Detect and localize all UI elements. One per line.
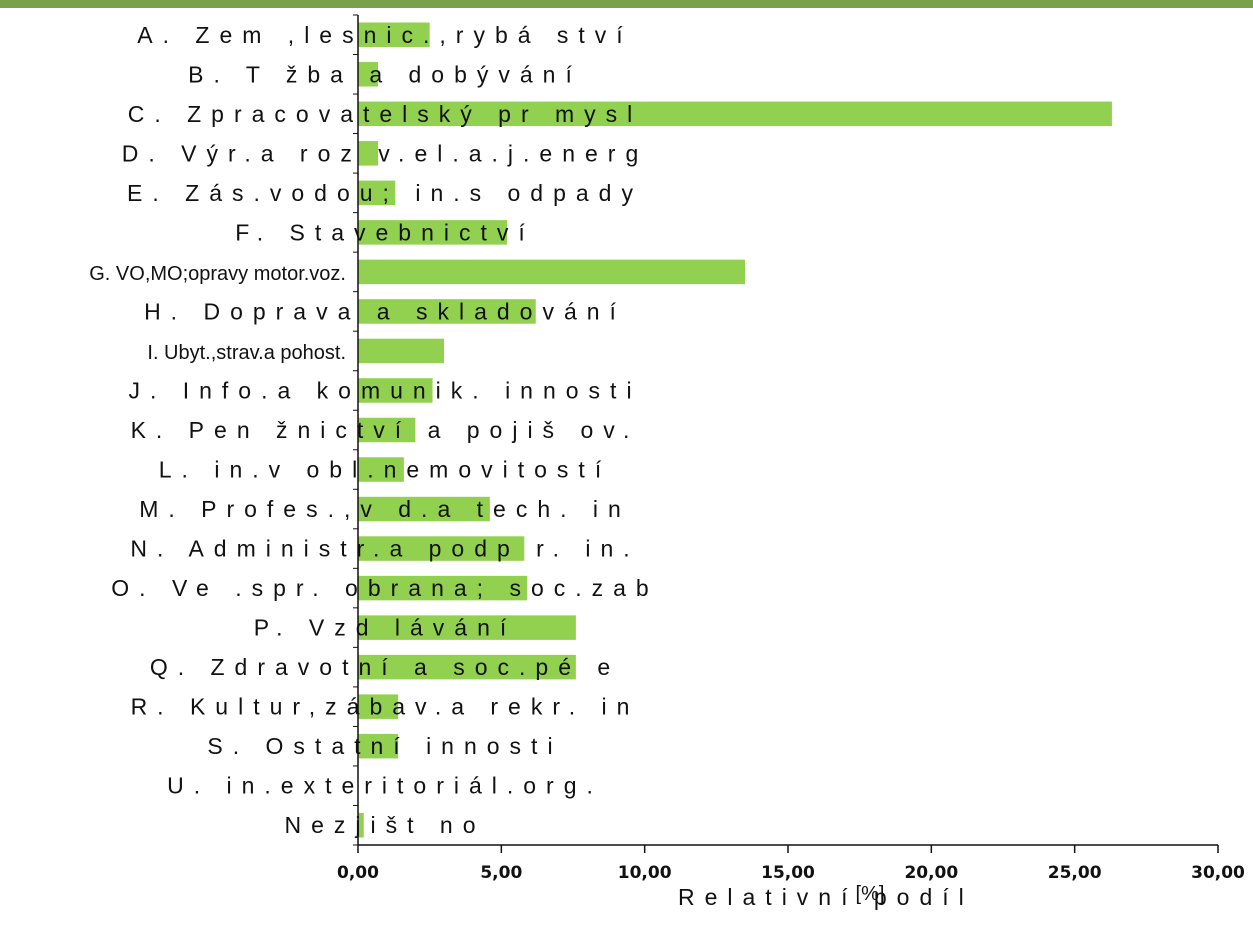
bar-13 bbox=[358, 536, 525, 561]
bar-12 bbox=[358, 496, 490, 522]
bar-15 bbox=[358, 615, 576, 640]
bar-2 bbox=[358, 101, 1112, 127]
category-label-14: O. Ve .spr. obrana; soc.zab bbox=[111, 575, 658, 601]
category-label-3: D. Výr.a roz v.el.a.j.energ bbox=[122, 140, 649, 166]
bar-9 bbox=[358, 378, 433, 403]
category-label-7: H. Doprava a skladování bbox=[144, 298, 626, 324]
category-label-0: A. Zem ,lesnic.,rybá ství bbox=[137, 22, 632, 48]
category-label-4: E. Zás.vodou; in.s odpady bbox=[127, 180, 643, 206]
bar-8 bbox=[358, 338, 444, 364]
bar-11 bbox=[358, 457, 404, 482]
x-axis-unit: [%] bbox=[856, 883, 885, 905]
category-label-1: B. T žba a dobývání bbox=[188, 61, 582, 87]
category-label-20: Nezjišt no bbox=[285, 812, 486, 838]
x-tick-label-0: 0,00 bbox=[337, 863, 379, 883]
x-tick-label-2: 10,00 bbox=[618, 863, 672, 883]
bar-4 bbox=[358, 180, 396, 206]
category-label-18: S. Ostatní innosti bbox=[207, 733, 562, 759]
x-tick-label-4: 20,00 bbox=[904, 863, 958, 883]
bar-17 bbox=[358, 694, 399, 719]
category-label-6: G. VO,MO;opravy motor.voz. bbox=[89, 263, 346, 285]
x-tick-label-1: 5,00 bbox=[480, 863, 522, 883]
x-tick-label-3: 15,00 bbox=[761, 863, 815, 883]
category-label-17: R. Kultur,zábav.a rekr. in bbox=[131, 694, 640, 720]
category-label-11: L. in.v obl.nemovitostí bbox=[159, 457, 611, 483]
bar-7 bbox=[358, 299, 536, 324]
category-label-9: J. Info.a komunik. innosti bbox=[128, 377, 641, 403]
bar-20 bbox=[358, 812, 364, 838]
category-label-8: I. Ubyt.,strav.a pohost. bbox=[147, 342, 346, 364]
category-label-2: C. Zpracovatelský pr mysl bbox=[128, 101, 643, 127]
bar-18 bbox=[358, 733, 399, 759]
category-label-13: N. Administr.a podp r. in. bbox=[130, 536, 639, 562]
bar-5 bbox=[358, 220, 508, 245]
category-label-5: F. Stavebnictví bbox=[235, 219, 535, 245]
category-label-12: M. Profes.,v d.a tech. in bbox=[139, 496, 631, 522]
category-label-10: K. Pen žnictví a pojiš ov. bbox=[131, 417, 640, 443]
category-label-15: P. Vzd lávání bbox=[254, 615, 517, 641]
x-axis-label: Relativní podíl bbox=[678, 884, 974, 910]
x-tick-label-6: 30,00 bbox=[1191, 863, 1245, 883]
category-label-16: Q. Zdravotní a soc.pé e bbox=[150, 654, 620, 680]
bar-16 bbox=[358, 654, 576, 680]
bar-14 bbox=[358, 575, 528, 601]
x-tick-label-5: 25,00 bbox=[1048, 863, 1102, 883]
bar-10 bbox=[358, 417, 416, 443]
bar-6 bbox=[358, 259, 745, 285]
bar-3 bbox=[358, 141, 379, 166]
bar-1 bbox=[358, 62, 379, 87]
top-accent-bar bbox=[0, 0, 1253, 8]
category-label-19: U. in.exteritoriál.org. bbox=[167, 773, 603, 799]
bar-0 bbox=[358, 22, 430, 48]
